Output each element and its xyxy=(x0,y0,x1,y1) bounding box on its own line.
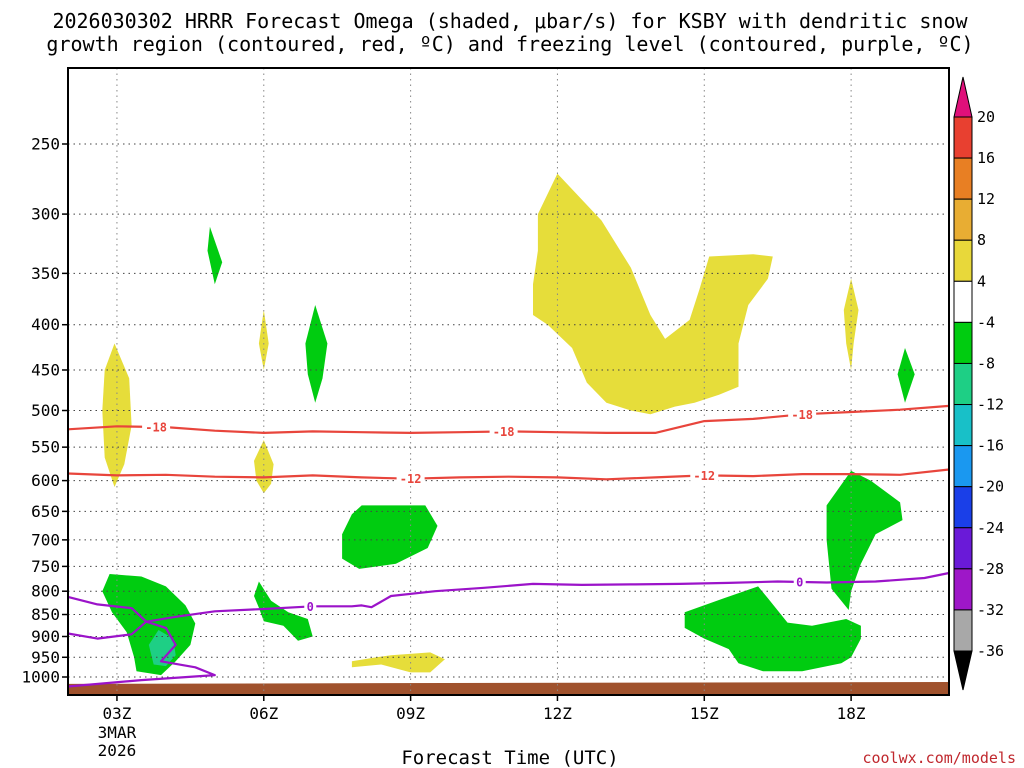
contour-label-bg xyxy=(142,420,171,435)
shaded-region-green-05z-top xyxy=(207,226,223,285)
contour-label-bg xyxy=(788,407,817,422)
contour-label-bg xyxy=(396,471,425,486)
shaded-region-teal-03z-core xyxy=(148,630,176,667)
contour-label-red-18-2: -18 xyxy=(791,408,813,422)
colorbar-segment-1 xyxy=(953,157,973,200)
colorbar-segment-2 xyxy=(953,198,973,241)
contour-line-red-12 xyxy=(67,468,950,481)
colorbar-label-11: -28 xyxy=(977,560,1004,578)
contour-label-bg xyxy=(793,574,806,589)
colorbar-segment-7 xyxy=(953,404,973,447)
x-tick-sublabel-date: 3MAR xyxy=(98,723,137,742)
x-tick-label-03Z: 03Z xyxy=(102,704,131,723)
shaded-region-green-07z-mid xyxy=(305,305,328,403)
x-tick-label-09Z: 09Z xyxy=(396,704,425,723)
shaded-region-green-19z-mid xyxy=(897,348,915,403)
shaded-region-yellow-09z-low xyxy=(351,652,445,673)
colorbar-segment-8 xyxy=(953,445,973,488)
colorbar-label-6: -8 xyxy=(977,354,995,372)
contour-label-red-12-1: -12 xyxy=(693,469,715,483)
y-axis: 250 300 350 400 450 500 550 600 650 700 750 800 850 9… xyxy=(21,135,68,687)
credit-text: coolwx.com/models xyxy=(862,749,1016,767)
shaded-region-yellow-06z-lower xyxy=(254,440,274,494)
x-tick-label-12Z: 12Z xyxy=(543,704,572,723)
y-tick-label-800: 800 xyxy=(31,582,60,601)
colorbar-label-1: 16 xyxy=(977,149,995,167)
terrain-strip xyxy=(68,681,949,695)
colorbar-label-2: 12 xyxy=(977,190,995,208)
colorbar-segment-11 xyxy=(953,568,973,611)
contour-label-red-18-0: -18 xyxy=(145,421,167,435)
colorbar-label-13: -36 xyxy=(977,642,1004,660)
y-tick-label-850: 850 xyxy=(31,605,60,624)
y-tick-label-900: 900 xyxy=(31,627,60,646)
y-tick-label-550: 550 xyxy=(31,438,60,457)
contour-label-bg xyxy=(304,599,317,614)
colorbar-label-5: -4 xyxy=(977,313,995,331)
contour-layer: -18 -18 -18 -12 -12 0 0 xyxy=(66,404,950,688)
x-tick-sublabel-year: 2026 xyxy=(98,741,137,760)
omega-shading-layer xyxy=(102,173,915,676)
shaded-region-green-18z-mid xyxy=(826,470,903,610)
contour-line-purple-0-branch xyxy=(146,571,950,623)
y-tick-label-650: 650 xyxy=(31,502,60,521)
x-tick-label-06Z: 06Z xyxy=(249,704,278,723)
shaded-region-green-08z-mid xyxy=(342,505,438,569)
chart-title-line2: growth region (contoured, red, ºC) and f… xyxy=(46,32,973,56)
colorbar: 20 16 12 8 4 -4 -8 -12 -16 -20 -24 -28 -32 -36 xyxy=(953,76,1004,691)
shaded-region-green-06z-low xyxy=(254,581,313,641)
y-tick-label-450: 450 xyxy=(31,360,60,379)
shaded-region-yellow-18z-small xyxy=(843,278,859,370)
contour-line-purple-0 xyxy=(66,595,216,688)
y-tick-label-350: 350 xyxy=(31,264,60,283)
colorbar-label-4: 4 xyxy=(977,272,986,290)
y-tick-label-1000: 1000 xyxy=(21,668,60,687)
colorbar-segment-3 xyxy=(953,239,973,282)
colorbar-segment-6 xyxy=(953,362,973,406)
colorbar-label-7: -12 xyxy=(977,396,1004,414)
colorbar-segment-9 xyxy=(953,486,973,529)
colorbar-top-arrow xyxy=(953,76,973,118)
colorbar-bottom-arrow xyxy=(953,650,973,691)
contour-label-purple-0-0: 0 xyxy=(307,600,314,614)
contour-label-red-18-1: -18 xyxy=(493,425,515,439)
colorbar-label-9: -20 xyxy=(977,478,1004,496)
plot-frame xyxy=(67,67,950,696)
colorbar-segment-12 xyxy=(953,609,973,652)
y-tick-label-300: 300 xyxy=(31,205,60,224)
terrain-layer xyxy=(68,681,949,695)
grid-layer xyxy=(68,68,949,695)
contour-label-bg xyxy=(690,468,719,483)
colorbar-segment-5 xyxy=(953,321,973,364)
plot-area xyxy=(68,68,949,695)
colorbar-label-0: 20 xyxy=(977,108,995,126)
colorbar-segment-10 xyxy=(953,527,973,570)
x-axis-label: Forecast Time (UTC) xyxy=(401,747,618,768)
y-tick-label-400: 400 xyxy=(31,315,60,334)
colorbar-label-3: 8 xyxy=(977,231,986,249)
chart-title-line1: 2026030302 HRRR Forecast Omega (shaded, … xyxy=(52,9,968,33)
x-tick-label-18Z: 18Z xyxy=(837,704,866,723)
shaded-region-yellow-12z-big xyxy=(533,173,773,415)
contour-label-purple-0-1: 0 xyxy=(796,575,803,589)
colorbar-label-8: -16 xyxy=(977,437,1004,455)
colorbar-label-10: -24 xyxy=(977,519,1004,537)
x-tick-label-15Z: 15Z xyxy=(690,704,719,723)
y-tick-label-950: 950 xyxy=(31,648,60,667)
y-tick-label-600: 600 xyxy=(31,471,60,490)
y-tick-label-250: 250 xyxy=(31,135,60,154)
contour-label-bg xyxy=(489,424,518,439)
shaded-region-yellow-06z-upper xyxy=(258,310,269,370)
y-tick-label-500: 500 xyxy=(31,401,60,420)
colorbar-label-12: -32 xyxy=(977,601,1004,619)
y-tick-label-750: 750 xyxy=(31,557,60,576)
contour-label-red-12-0: -12 xyxy=(400,472,422,486)
colorbar-segment-4 xyxy=(953,280,973,323)
colorbar-segment-0 xyxy=(953,116,973,159)
shaded-region-green-15z-low xyxy=(684,586,861,672)
y-tick-label-700: 700 xyxy=(31,530,60,549)
